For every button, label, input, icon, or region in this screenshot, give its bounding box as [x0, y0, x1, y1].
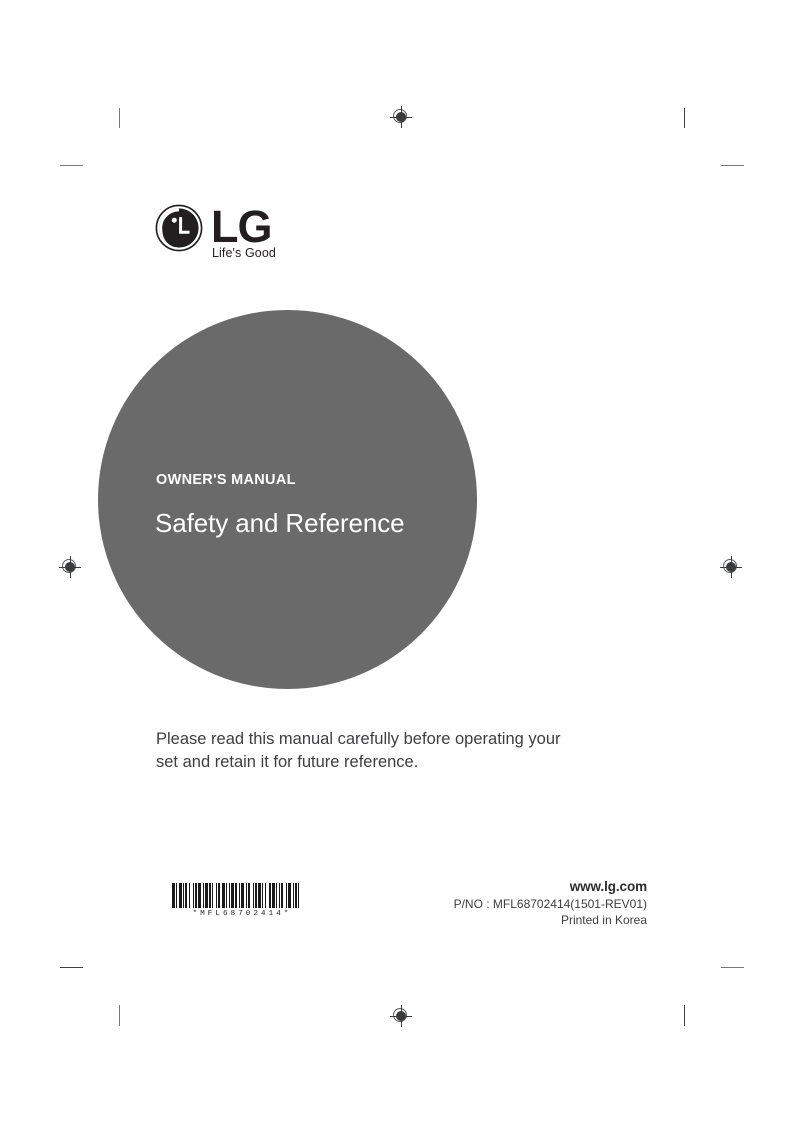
barcode-bar: [195, 883, 197, 908]
crop-mark-bottom-right-horizontal: [721, 967, 744, 968]
barcode-bar: [269, 883, 271, 908]
barcode-bar: [239, 883, 240, 908]
barcode-bar: [295, 883, 297, 908]
barcode-bar: [272, 883, 275, 908]
barcode-bar: [183, 883, 184, 908]
barcode-bar: [253, 883, 254, 908]
registration-target-mark-left: [59, 556, 81, 578]
registration-target-mark-bottom: [390, 1005, 412, 1027]
barcode-bar: [198, 883, 201, 908]
footer-info: www.lg.com P/NO : MFL68702414(1501-REV01…: [453, 879, 648, 927]
barcode-bar: [258, 883, 261, 908]
barcode-bar: [212, 883, 213, 908]
registration-hline-icon: [59, 566, 81, 568]
registration-hline-icon: [390, 1015, 412, 1017]
barcode-bar: [265, 883, 266, 908]
registration-ring-icon: [393, 1008, 407, 1022]
barcode-bar: [193, 883, 194, 908]
barcode-bar: [246, 883, 247, 908]
barcode-bar: [293, 883, 294, 908]
barcode-bar: [281, 883, 283, 908]
barcode-bar: [286, 883, 287, 908]
barcode-bar: [248, 883, 250, 908]
barcode-bar: [235, 883, 237, 908]
barcode-bar: [176, 883, 177, 908]
barcode-bar: [185, 883, 187, 908]
barcode-bar: [205, 883, 208, 908]
barcode-bar: [298, 883, 299, 908]
part-number: P/NO : MFL68702414(1501-REV01): [453, 897, 647, 911]
barcode-bar: [189, 883, 190, 908]
barcode-bar: [179, 883, 182, 908]
printed-in-origin: Printed in Korea: [560, 913, 647, 927]
barcode-bar: [241, 883, 244, 908]
registration-hline-icon: [390, 116, 412, 118]
barcode-bar: [255, 883, 257, 908]
barcode-label: *MFL68702414*: [192, 910, 292, 918]
lg-wordmark: LG: [211, 201, 272, 252]
owners-manual-kicker: OWNER'S MANUAL: [156, 472, 296, 488]
crop-mark-bottom-left-horizontal: [60, 967, 83, 968]
hero-circle-graphic: [98, 310, 477, 689]
barcode: *MFL68702414*: [172, 883, 312, 918]
registration-target-mark-top: [390, 106, 412, 128]
registration-ring-icon: [393, 109, 407, 123]
barcode-bar: [222, 883, 225, 908]
registration-target-mark-right: [720, 556, 742, 578]
barcode-bar: [209, 883, 211, 908]
barcode-bar: [216, 883, 217, 908]
crop-mark-top-right-horizontal: [721, 165, 744, 166]
barcode-bar: [229, 883, 230, 908]
crop-mark-bottom-left-vertical: [119, 1005, 120, 1026]
crop-mark-top-right-vertical: [684, 108, 685, 128]
barcode-bars: [172, 883, 312, 908]
lg-circle-face-logo-icon: [155, 204, 203, 252]
lg-brand-logo: LG Life's Good: [155, 204, 285, 266]
read-manual-instructions: Please read this manual carefully before…: [156, 730, 561, 771]
barcode-bar: [262, 883, 263, 908]
barcode-bar: [288, 883, 291, 908]
crop-mark-top-left-vertical: [119, 108, 120, 128]
barcode-bar: [203, 883, 204, 908]
lg-tagline: Life's Good: [212, 246, 276, 260]
barcode-bar: [279, 883, 280, 908]
page-title: Safety and Reference: [155, 508, 405, 538]
crop-mark-bottom-right-vertical: [684, 1005, 685, 1026]
barcode-bar: [299, 883, 302, 908]
barcode-bar: [276, 883, 277, 908]
barcode-bar: [218, 883, 220, 908]
crop-mark-top-left-horizontal: [60, 165, 83, 166]
lg-website-url: www.lg.com: [569, 879, 647, 894]
barcode-bar: [231, 883, 234, 908]
registration-ring-icon: [723, 559, 737, 573]
registration-ring-icon: [62, 559, 76, 573]
barcode-bar: [172, 883, 175, 908]
barcode-bar: [226, 883, 227, 908]
registration-hline-icon: [720, 566, 742, 568]
